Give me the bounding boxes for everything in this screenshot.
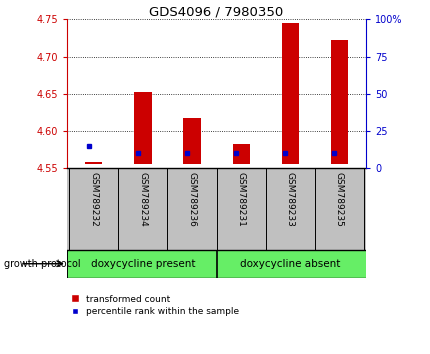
Title: GDS4096 / 7980350: GDS4096 / 7980350 xyxy=(149,5,283,18)
Text: GSM789231: GSM789231 xyxy=(236,172,245,227)
Bar xyxy=(134,92,151,164)
Bar xyxy=(330,40,347,164)
Bar xyxy=(183,118,200,164)
Bar xyxy=(232,144,249,164)
Legend: transformed count, percentile rank within the sample: transformed count, percentile rank withi… xyxy=(71,295,238,316)
Bar xyxy=(85,162,102,164)
Text: GSM789234: GSM789234 xyxy=(138,172,147,227)
Text: growth protocol: growth protocol xyxy=(4,259,81,269)
Bar xyxy=(281,23,298,164)
Text: GSM789236: GSM789236 xyxy=(187,172,196,227)
Text: GSM789235: GSM789235 xyxy=(334,172,343,227)
Text: doxycycline absent: doxycycline absent xyxy=(240,259,340,269)
Text: GSM789233: GSM789233 xyxy=(285,172,294,227)
Text: doxycycline present: doxycycline present xyxy=(90,259,195,269)
Text: GSM789232: GSM789232 xyxy=(89,172,98,227)
